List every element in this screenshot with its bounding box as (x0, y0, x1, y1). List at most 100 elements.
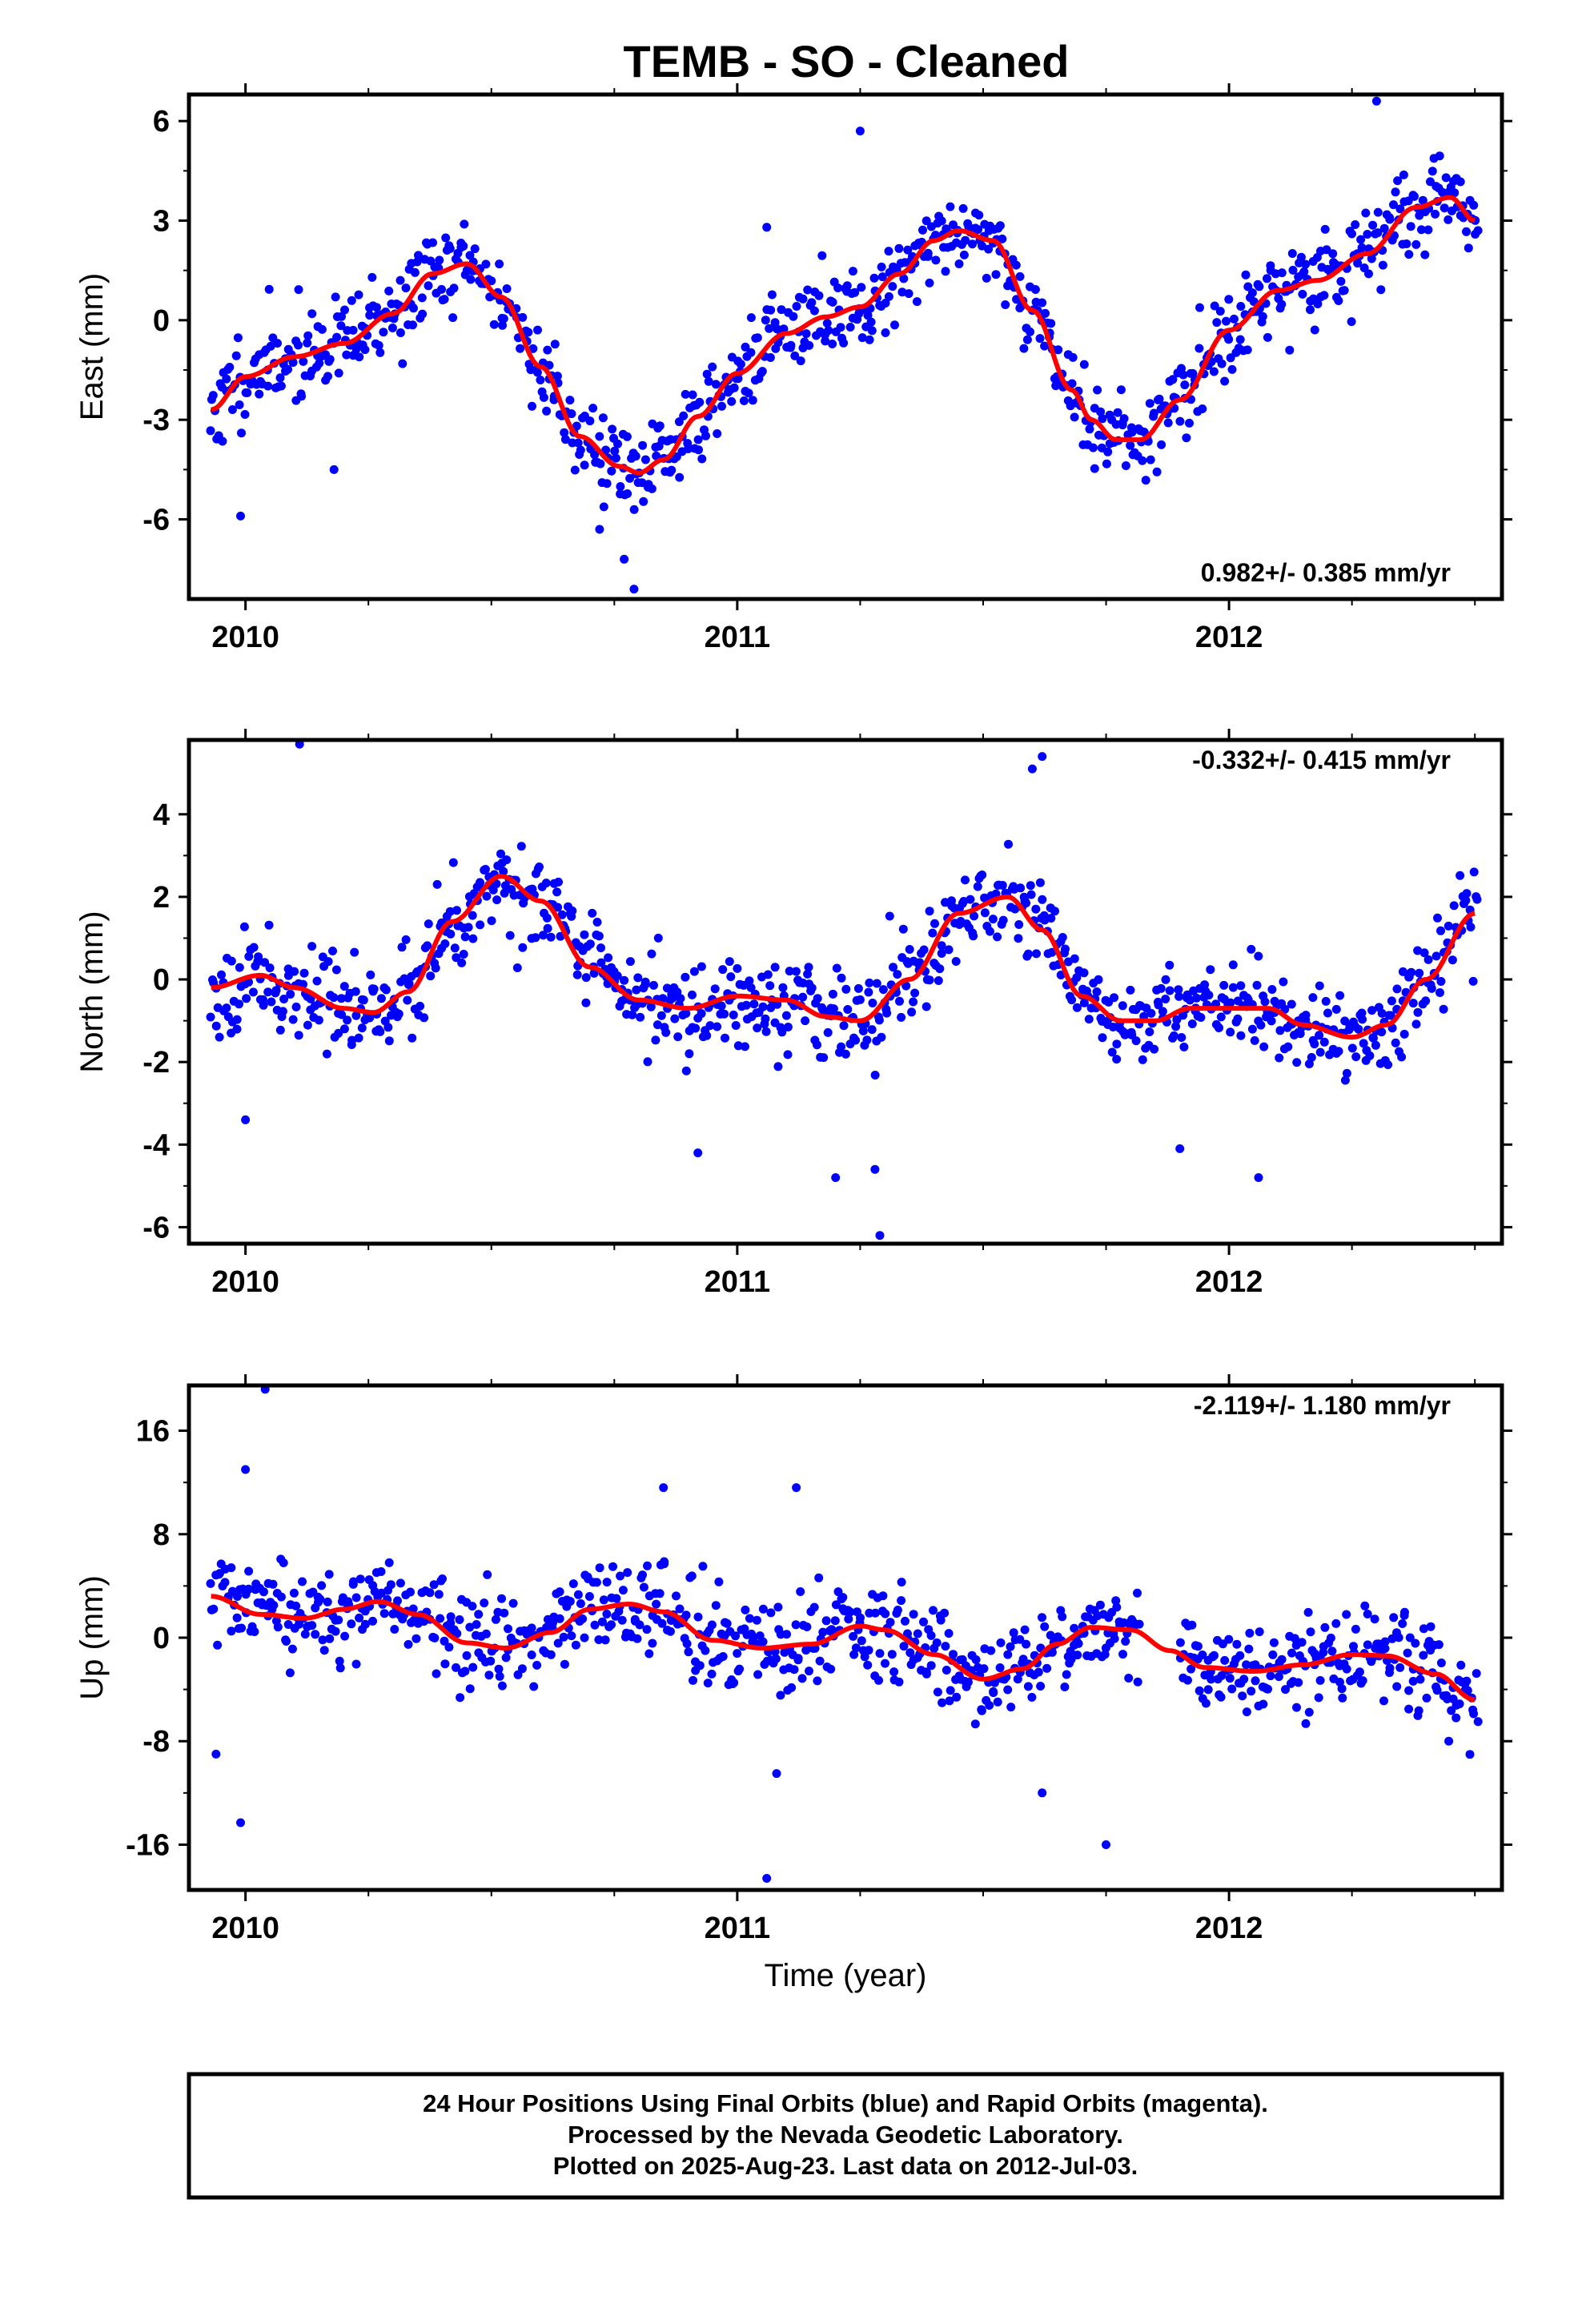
east-point (518, 312, 528, 322)
north-point (596, 958, 606, 967)
east-point (470, 244, 480, 254)
east-point (1145, 399, 1154, 408)
up-point (360, 1619, 370, 1629)
up-point (830, 1616, 840, 1626)
up-point (1456, 1660, 1466, 1670)
up-point (1186, 1664, 1196, 1674)
north-point (1250, 1035, 1259, 1045)
east-point (317, 324, 327, 334)
north-point (1228, 983, 1238, 992)
north-point (1427, 983, 1436, 993)
east-point (839, 338, 849, 348)
up-point (1426, 1622, 1435, 1631)
up-point (1337, 1684, 1347, 1694)
north-point (1046, 914, 1056, 923)
up-point (233, 1592, 242, 1601)
east-point (1054, 345, 1063, 355)
north-point (1026, 881, 1035, 891)
east-point (866, 317, 876, 327)
up-point (776, 1691, 785, 1700)
north-point (1216, 1012, 1226, 1022)
east-point (1389, 200, 1398, 210)
up-point (484, 1671, 494, 1680)
up-point (1020, 1625, 1030, 1634)
up-point (815, 1656, 825, 1666)
up-point (655, 1589, 665, 1598)
east-point (711, 380, 721, 389)
north-point (697, 962, 706, 971)
north-point (1331, 1004, 1341, 1014)
up-point (325, 1634, 335, 1643)
up-point (384, 1558, 394, 1567)
east-point (560, 428, 569, 437)
east-point (360, 345, 370, 355)
east-point (1195, 303, 1204, 312)
east-point (1263, 332, 1272, 342)
up-point (555, 1614, 564, 1623)
north-point (588, 908, 597, 918)
east-point (398, 359, 408, 368)
east-point (206, 426, 215, 436)
north-point (647, 949, 656, 959)
north-y-tick-label: -6 (143, 1211, 170, 1244)
north-outlier-point (1175, 1144, 1185, 1153)
north-y-tick-label: 0 (153, 963, 170, 997)
north-point (691, 1023, 701, 1033)
up-point (1463, 1686, 1472, 1695)
north-point (980, 908, 990, 918)
up-point (635, 1620, 644, 1630)
up-point (220, 1578, 230, 1587)
up-point (1432, 1686, 1442, 1695)
up-point (1247, 1687, 1256, 1696)
east-point (502, 284, 512, 293)
east-point (688, 390, 697, 400)
north-point (753, 1023, 762, 1033)
east-outlier-point (762, 223, 772, 232)
east-point (1126, 440, 1135, 450)
east-point (867, 326, 877, 336)
north-point (1439, 1004, 1448, 1014)
up-point (227, 1563, 236, 1573)
east-point (449, 283, 459, 293)
up-point (500, 1608, 509, 1618)
up-point (919, 1617, 928, 1626)
up-outlier-point (1038, 1788, 1047, 1798)
north-point (733, 963, 742, 973)
east-point (807, 298, 817, 308)
up-point (921, 1669, 931, 1679)
north-point (267, 997, 276, 1007)
north-outlier-point (241, 1115, 251, 1124)
east-point (863, 311, 873, 320)
north-point (1079, 968, 1089, 978)
north-point (468, 934, 478, 943)
north-point (459, 950, 468, 959)
north-point (1016, 883, 1026, 893)
east-point (498, 320, 507, 330)
north-point (1435, 988, 1444, 997)
up-point (711, 1601, 721, 1610)
north-point (336, 994, 346, 1003)
up-point (1198, 1651, 1207, 1659)
up-point (648, 1638, 657, 1648)
north-point (907, 1007, 917, 1017)
north-point (804, 963, 813, 972)
north-point (662, 983, 672, 993)
up-point (1003, 1650, 1013, 1659)
up-point (430, 1633, 440, 1642)
up-point (996, 1638, 1006, 1647)
up-point (909, 1610, 918, 1619)
east-point (766, 305, 776, 315)
north-point (482, 891, 492, 901)
east-point (789, 312, 798, 321)
up-point (1242, 1707, 1251, 1717)
up-point (1047, 1647, 1057, 1657)
up-point (232, 1613, 242, 1622)
east-point (1423, 225, 1433, 235)
north-point (401, 935, 411, 944)
east-point (744, 388, 753, 398)
up-point (376, 1567, 386, 1576)
north-point (1187, 1019, 1197, 1028)
north-point (242, 994, 251, 1003)
east-point (1222, 316, 1231, 326)
